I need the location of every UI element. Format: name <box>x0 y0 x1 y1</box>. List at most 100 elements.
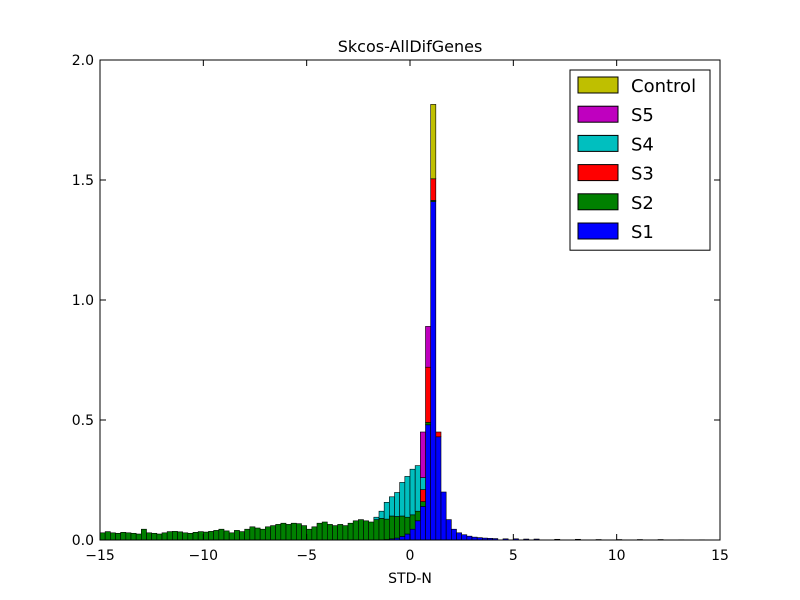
bar-s2-29 <box>249 526 256 541</box>
bar-s2-4 <box>120 532 127 541</box>
bar-s2-47 <box>342 525 349 541</box>
bar-s1-5 <box>409 528 416 541</box>
bar-s2-42 <box>316 522 323 541</box>
y-tick-label: 0.0 <box>72 533 94 549</box>
legend-swatch-s5 <box>577 105 619 123</box>
bar-s2-15 <box>177 531 183 541</box>
bar-s2-17 <box>187 532 194 541</box>
bar-s2-5 <box>125 532 132 541</box>
bar-s4-4 <box>394 492 400 517</box>
bar-s2-49 <box>352 520 359 541</box>
bar-s2-19 <box>197 531 204 541</box>
x-tick-label: −10 <box>189 548 219 564</box>
x-tick-label: 10 <box>608 548 626 564</box>
bar-s2-8 <box>141 528 147 541</box>
x-tick-label: −5 <box>296 548 317 564</box>
bar-s2-24 <box>223 530 230 541</box>
bar-s1-14 <box>456 532 462 541</box>
bar-s2-21 <box>208 531 214 541</box>
legend-label-s5: S5 <box>631 105 654 126</box>
bar-s2-44 <box>327 524 333 541</box>
bar-s2-0 <box>99 532 106 541</box>
bar-s2-2 <box>110 532 116 541</box>
y-tick-label: 1.5 <box>72 173 94 189</box>
legend-box <box>569 69 711 251</box>
bar-s1-15 <box>461 534 468 541</box>
bar-s2-59 <box>404 516 411 535</box>
bar-s2-30 <box>254 527 261 541</box>
bar-s2-41 <box>311 526 318 541</box>
axis-ticks: −15 −10 −5 0 5 10 15 0.0 0.5 1.0 1.5 2.0 <box>72 53 729 564</box>
bar-s1-8 <box>425 424 431 541</box>
bar-s4-7 <box>409 468 416 516</box>
bar-s2-16 <box>182 532 189 541</box>
bar-s4-9 <box>420 477 426 490</box>
bar-s5-0 <box>420 431 426 478</box>
bar-s2-14 <box>172 531 178 541</box>
x-tick-label: 15 <box>711 548 729 564</box>
bar-s4-0 <box>373 516 380 520</box>
bar-s2-1 <box>104 531 111 541</box>
bar-s2-48 <box>347 522 354 541</box>
bar-s2-10 <box>151 532 158 541</box>
bar-s1-9 <box>430 201 437 541</box>
bar-s2-40 <box>306 528 313 541</box>
bar-s2-7 <box>135 533 142 541</box>
x-tick-label: 5 <box>509 548 518 564</box>
bar-s2-55 <box>383 518 390 540</box>
bar-s2-45 <box>332 525 338 541</box>
bar-s2-9 <box>146 532 152 541</box>
bar-s2-35 <box>280 522 287 541</box>
bar-s2-11 <box>156 533 163 541</box>
bar-s1-3 <box>399 536 406 541</box>
bar-s3-2 <box>430 178 437 201</box>
bar-s2-20 <box>203 531 209 541</box>
bar-s2-28 <box>244 528 251 541</box>
bar-s2-37 <box>290 522 297 541</box>
bar-s2-26 <box>234 530 240 541</box>
bar-s1-6 <box>414 520 421 541</box>
bar-s3-0 <box>420 489 426 502</box>
bar-s2-38 <box>296 523 302 541</box>
bar-s4-2 <box>383 502 390 520</box>
bar-s2-63 <box>425 422 431 426</box>
legend-label-s2: S2 <box>631 193 654 214</box>
bar-s2-27 <box>239 531 245 541</box>
bar-s2-12 <box>161 532 168 541</box>
bar-s2-51 <box>363 520 369 541</box>
bar-s1-11 <box>440 491 447 541</box>
bar-s1-7 <box>420 506 426 541</box>
bar-s2-54 <box>378 518 385 541</box>
bar-s1-12 <box>445 519 452 541</box>
bar-s1-10 <box>435 436 442 541</box>
bar-s2-56 <box>389 515 395 540</box>
bar-s4-6 <box>404 476 411 518</box>
legend-label-control: Control <box>631 76 696 97</box>
bar-s1-4 <box>404 533 411 541</box>
y-tick-label: 2.0 <box>72 53 94 69</box>
bar-s2-60 <box>409 514 416 530</box>
bar-s4-1 <box>378 510 385 519</box>
bar-s3-1 <box>425 366 431 423</box>
bar-s1-16 <box>466 535 473 541</box>
bar-s2-33 <box>270 525 276 541</box>
chart-title: Skcos-AllDifGenes <box>338 37 483 56</box>
bar-s2-52 <box>368 521 375 541</box>
bar-s2-34 <box>275 524 282 541</box>
bar-s4-3 <box>389 496 395 517</box>
bar-s2-43 <box>321 521 328 541</box>
bar-s2-3 <box>115 532 121 541</box>
bar-s2-57 <box>394 516 400 539</box>
bar-s2-61 <box>414 510 421 522</box>
bar-control-0 <box>430 104 437 180</box>
bar-s2-31 <box>259 528 266 541</box>
x-tick-label: 0 <box>406 548 415 564</box>
bar-s1-13 <box>451 528 457 541</box>
bar-s2-32 <box>265 526 271 541</box>
bar-s2-18 <box>192 532 199 541</box>
legend-label-s4: S4 <box>631 134 654 155</box>
y-tick-label: 1.0 <box>72 293 94 309</box>
bar-s2-22 <box>213 530 220 541</box>
legend-swatch-control <box>577 76 619 94</box>
